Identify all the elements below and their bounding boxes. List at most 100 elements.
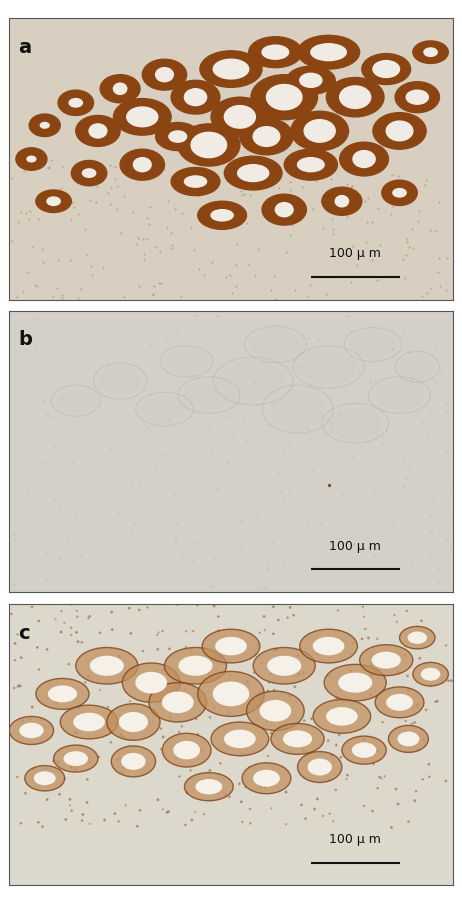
- Point: [240, 410, 247, 425]
- Point: [326, 668, 333, 683]
- Point: [55, 253, 62, 267]
- Ellipse shape: [283, 730, 312, 748]
- Point: [399, 252, 407, 266]
- Point: [311, 802, 318, 817]
- Point: [427, 509, 434, 524]
- Point: [182, 681, 189, 696]
- Ellipse shape: [127, 107, 158, 126]
- Point: [267, 726, 275, 740]
- Point: [86, 754, 93, 769]
- Point: [251, 374, 259, 389]
- Point: [174, 597, 182, 612]
- Point: [159, 729, 167, 744]
- Point: [424, 286, 431, 301]
- Point: [313, 644, 321, 659]
- Ellipse shape: [60, 705, 118, 739]
- Point: [236, 691, 243, 705]
- Point: [256, 780, 264, 795]
- Point: [79, 807, 87, 822]
- Point: [271, 683, 278, 698]
- Point: [286, 688, 293, 703]
- Point: [126, 153, 133, 168]
- Point: [375, 201, 382, 216]
- Point: [276, 203, 283, 218]
- Ellipse shape: [313, 700, 371, 733]
- Point: [40, 254, 47, 269]
- Point: [237, 184, 245, 199]
- Point: [419, 414, 426, 429]
- Point: [405, 240, 412, 254]
- Point: [253, 506, 261, 521]
- Point: [334, 603, 341, 618]
- Point: [270, 626, 277, 641]
- Point: [427, 679, 434, 693]
- Point: [325, 478, 332, 492]
- Ellipse shape: [421, 668, 440, 680]
- Ellipse shape: [215, 637, 247, 656]
- Ellipse shape: [424, 48, 437, 56]
- Point: [73, 625, 80, 640]
- Point: [360, 609, 368, 624]
- Point: [436, 526, 443, 540]
- Ellipse shape: [326, 77, 384, 117]
- Point: [293, 360, 301, 374]
- Point: [22, 206, 29, 220]
- Point: [368, 658, 375, 673]
- Point: [298, 798, 305, 812]
- Point: [75, 700, 82, 715]
- Point: [160, 161, 168, 176]
- Point: [389, 518, 397, 533]
- Point: [35, 815, 42, 830]
- Point: [317, 194, 325, 208]
- Point: [35, 662, 43, 677]
- Ellipse shape: [373, 61, 400, 77]
- Ellipse shape: [386, 694, 413, 711]
- Ellipse shape: [221, 362, 285, 400]
- Point: [53, 695, 60, 710]
- Point: [323, 646, 330, 661]
- Point: [358, 632, 365, 646]
- Point: [421, 628, 428, 643]
- Ellipse shape: [375, 381, 425, 409]
- Point: [352, 186, 359, 201]
- Point: [85, 610, 92, 625]
- Ellipse shape: [64, 751, 88, 766]
- Point: [59, 290, 66, 305]
- Point: [111, 806, 119, 821]
- Point: [42, 542, 49, 557]
- Point: [67, 597, 75, 612]
- Point: [292, 282, 299, 297]
- Point: [304, 516, 311, 531]
- Point: [433, 374, 440, 389]
- Point: [274, 465, 282, 479]
- Point: [330, 646, 338, 661]
- Ellipse shape: [253, 647, 315, 684]
- Point: [211, 598, 218, 613]
- Point: [154, 682, 161, 697]
- Point: [263, 714, 270, 728]
- Point: [65, 656, 73, 671]
- Point: [31, 278, 39, 293]
- Point: [34, 640, 41, 655]
- Point: [347, 275, 355, 290]
- Ellipse shape: [25, 765, 65, 791]
- Point: [152, 462, 159, 477]
- Point: [97, 682, 104, 697]
- Ellipse shape: [271, 724, 324, 754]
- Point: [385, 691, 392, 705]
- Ellipse shape: [407, 632, 427, 644]
- Point: [233, 279, 240, 294]
- Point: [89, 492, 97, 507]
- Point: [366, 375, 374, 390]
- Ellipse shape: [353, 150, 375, 168]
- Point: [78, 549, 85, 563]
- Point: [257, 687, 264, 702]
- Point: [177, 289, 184, 303]
- Point: [85, 669, 92, 684]
- Point: [438, 362, 445, 377]
- Point: [443, 405, 450, 420]
- Point: [288, 218, 295, 232]
- Point: [172, 530, 180, 545]
- Point: [21, 163, 28, 178]
- Point: [402, 725, 410, 739]
